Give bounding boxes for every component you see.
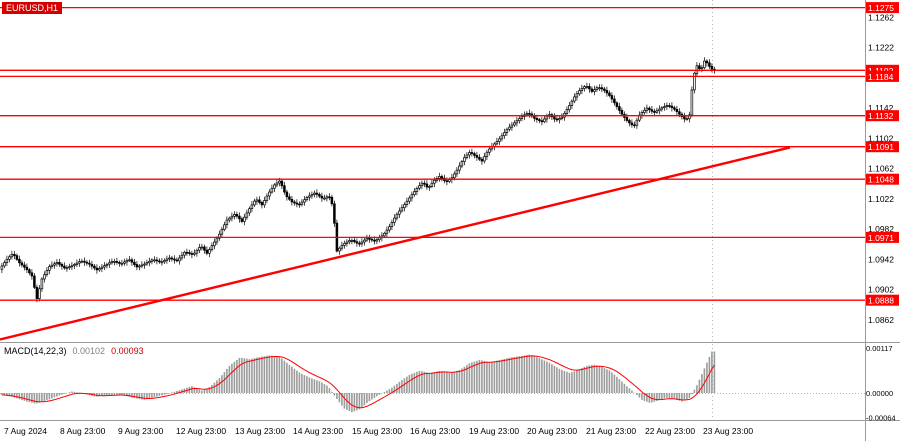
price-badge: [866, 70, 899, 82]
price-badge-label: 1.0888: [868, 296, 894, 306]
price-tick-label: 1.1222: [868, 43, 894, 53]
price-tick-label: 1.0982: [868, 224, 894, 234]
price-axis: 1.1262 1.1222 1.1142 1.1102 1.1062 1.1022 1.09…: [866, 2, 899, 325]
price-badge-label: 1.1192: [868, 66, 894, 76]
price-badge-label: 1.0971: [868, 233, 894, 243]
price-badge: [866, 64, 899, 76]
price-badge-label: 1.1275: [868, 3, 894, 13]
time-tick-label: 9 Aug 23:00: [118, 426, 164, 436]
price-badge-label: 1.1048: [868, 175, 894, 185]
time-tick-label: 23 Aug 23:00: [703, 426, 753, 436]
macd-axis-label: 0.00000: [866, 389, 893, 398]
price-tick-label: 1.0902: [868, 285, 894, 295]
price-badge-label: 1.1091: [868, 142, 894, 152]
macd-indicator-label: MACD(14,22,3) 0.00102 0.00093: [4, 346, 144, 356]
macd-name: MACD(14,22,3): [4, 346, 67, 356]
time-tick-label: 20 Aug 23:00: [527, 426, 577, 436]
symbol-timeframe-badge: EURUSD,H1: [2, 2, 63, 14]
candlestick-series: [0, 57, 716, 303]
time-tick-label: 21 Aug 23:00: [586, 426, 636, 436]
time-tick-label: 7 Aug 2024: [4, 426, 47, 436]
macd-axis: 0.00117 0.00000 -0.00064: [866, 344, 896, 423]
macd-histogram: [1, 351, 716, 413]
price-badge-label: 1.1132: [868, 111, 894, 121]
analysis-objects[interactable]: [0, 6, 865, 341]
time-tick-label: 15 Aug 23:00: [352, 426, 402, 436]
macd-signal-value: 0.00093: [111, 346, 144, 356]
price-badge-label: 1.1184: [868, 72, 894, 82]
time-tick-label: 14 Aug 23:00: [293, 426, 343, 436]
time-tick-label: 13 Aug 23:00: [235, 426, 285, 436]
price-badge: [866, 231, 899, 243]
macd-signal-line: [1, 355, 715, 409]
time-tick-label: 8 Aug 23:00: [60, 426, 106, 436]
time-tick-label: 19 Aug 23:00: [469, 426, 519, 436]
price-badge: [866, 141, 899, 153]
price-tick-label: 1.0862: [868, 315, 894, 325]
price-tick-label: 1.1062: [868, 164, 894, 174]
time-tick-label: 16 Aug 23:00: [410, 426, 460, 436]
macd-axis-label: 0.00117: [866, 344, 893, 353]
macd-main-value: 0.00102: [72, 346, 106, 356]
price-badge: [866, 173, 899, 185]
time-axis: 7 Aug 2024 8 Aug 23:00 9 Aug 23:00 12 Aug 2…: [4, 426, 753, 436]
price-badge: [866, 294, 899, 306]
price-tick-label: 1.1022: [868, 194, 894, 204]
price-tick-label: 1.1102: [868, 133, 894, 143]
price-badge: [866, 2, 899, 14]
price-badge: [866, 110, 899, 122]
price-tick-label: 1.0942: [868, 254, 894, 264]
macd-axis-label: -0.00064: [866, 414, 896, 423]
time-tick-label: 22 Aug 23:00: [645, 426, 695, 436]
trend-line[interactable]: [0, 146, 791, 341]
price-tick-label: 1.1262: [868, 12, 894, 22]
time-tick-label: 12 Aug 23:00: [176, 426, 226, 436]
price-tick-label: 1.1142: [868, 103, 894, 113]
